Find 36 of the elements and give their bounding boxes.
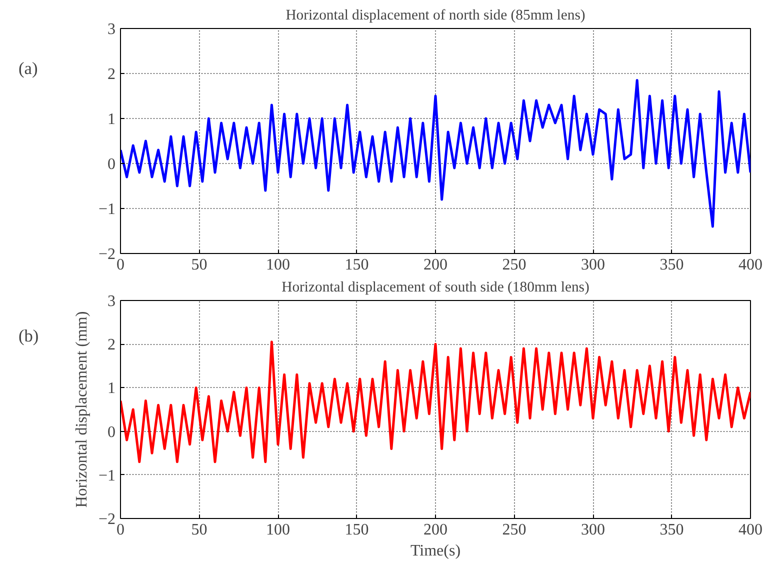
x-tick-label: 100 bbox=[266, 522, 290, 538]
line-series bbox=[120, 79, 750, 228]
y-tick-label: 3 bbox=[108, 21, 116, 38]
y-tick-label: 2 bbox=[108, 336, 116, 354]
x-tick-label: 250 bbox=[502, 256, 526, 274]
x-tick-label: 200 bbox=[424, 522, 448, 538]
x-tick-label: 150 bbox=[344, 522, 369, 538]
y-tick-label: 0 bbox=[108, 424, 116, 441]
y-tick-label: −1 bbox=[98, 201, 116, 218]
x-tick-label: 350 bbox=[660, 522, 684, 538]
chart-title: Horizontal displacement of north side (85mm lens) bbox=[286, 8, 586, 24]
x-tick-label: 200 bbox=[424, 256, 448, 274]
y-tick-label: 1 bbox=[108, 380, 116, 398]
x-tick-label: 400 bbox=[738, 522, 762, 538]
x-tick-label: 150 bbox=[344, 256, 369, 274]
x-tick-label: 300 bbox=[581, 522, 605, 538]
y-tick-label: 1 bbox=[108, 111, 116, 128]
y-tick-label: −2 bbox=[98, 511, 116, 528]
y-axis-title: Horizontal displacement (mm) bbox=[73, 311, 90, 508]
x-tick-label: 50 bbox=[191, 522, 208, 538]
chart-title: Horizontal displacement of south side (180mm lens) bbox=[282, 280, 590, 296]
y-tick-label: 3 bbox=[108, 293, 116, 310]
x-tick-label: 250 bbox=[502, 522, 526, 538]
text: (b) bbox=[18, 326, 39, 346]
x-axis-title: Time(s) bbox=[410, 542, 461, 560]
x-tick-label: 350 bbox=[660, 256, 684, 274]
x-tick-label: 100 bbox=[266, 256, 290, 274]
text: (a) bbox=[18, 59, 38, 78]
x-tick-label: 400 bbox=[738, 256, 762, 274]
line-series bbox=[120, 340, 750, 464]
y-tick-label: −2 bbox=[98, 246, 116, 263]
y-tick-label: 2 bbox=[108, 66, 116, 83]
y-tick-label: −1 bbox=[98, 467, 116, 484]
x-tick-label: 50 bbox=[191, 256, 208, 274]
x-tick-label: 300 bbox=[581, 256, 605, 274]
y-tick-label: 0 bbox=[108, 156, 116, 173]
